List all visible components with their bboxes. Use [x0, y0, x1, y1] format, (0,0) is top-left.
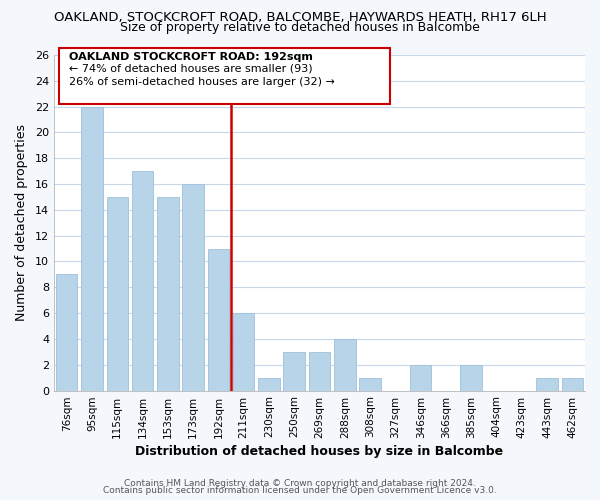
Bar [309, 352, 330, 391]
Bar [283, 352, 305, 391]
Y-axis label: Number of detached properties: Number of detached properties [15, 124, 28, 321]
Bar [132, 171, 153, 390]
Bar [233, 313, 254, 390]
Text: OAKLAND STOCKCROFT ROAD: 192sqm: OAKLAND STOCKCROFT ROAD: 192sqm [69, 52, 313, 62]
Bar [107, 197, 128, 390]
Bar [562, 378, 583, 390]
Text: Contains HM Land Registry data © Crown copyright and database right 2024.: Contains HM Land Registry data © Crown c… [124, 478, 476, 488]
Bar [81, 106, 103, 391]
Text: Contains public sector information licensed under the Open Government Licence v3: Contains public sector information licen… [103, 486, 497, 495]
Bar [536, 378, 558, 390]
Bar [258, 378, 280, 390]
Bar [157, 197, 179, 390]
X-axis label: Distribution of detached houses by size in Balcombe: Distribution of detached houses by size … [136, 444, 503, 458]
Bar [182, 184, 204, 390]
Bar [460, 364, 482, 390]
Text: ← 74% of detached houses are smaller (93): ← 74% of detached houses are smaller (93… [69, 64, 313, 74]
Text: OAKLAND, STOCKCROFT ROAD, BALCOMBE, HAYWARDS HEATH, RH17 6LH: OAKLAND, STOCKCROFT ROAD, BALCOMBE, HAYW… [53, 11, 547, 24]
Text: Size of property relative to detached houses in Balcombe: Size of property relative to detached ho… [120, 21, 480, 34]
FancyBboxPatch shape [59, 48, 391, 104]
Bar [334, 339, 356, 390]
Bar [208, 248, 229, 390]
Bar [56, 274, 77, 390]
Bar [410, 364, 431, 390]
Text: 26% of semi-detached houses are larger (32) →: 26% of semi-detached houses are larger (… [69, 77, 335, 87]
Bar [359, 378, 381, 390]
